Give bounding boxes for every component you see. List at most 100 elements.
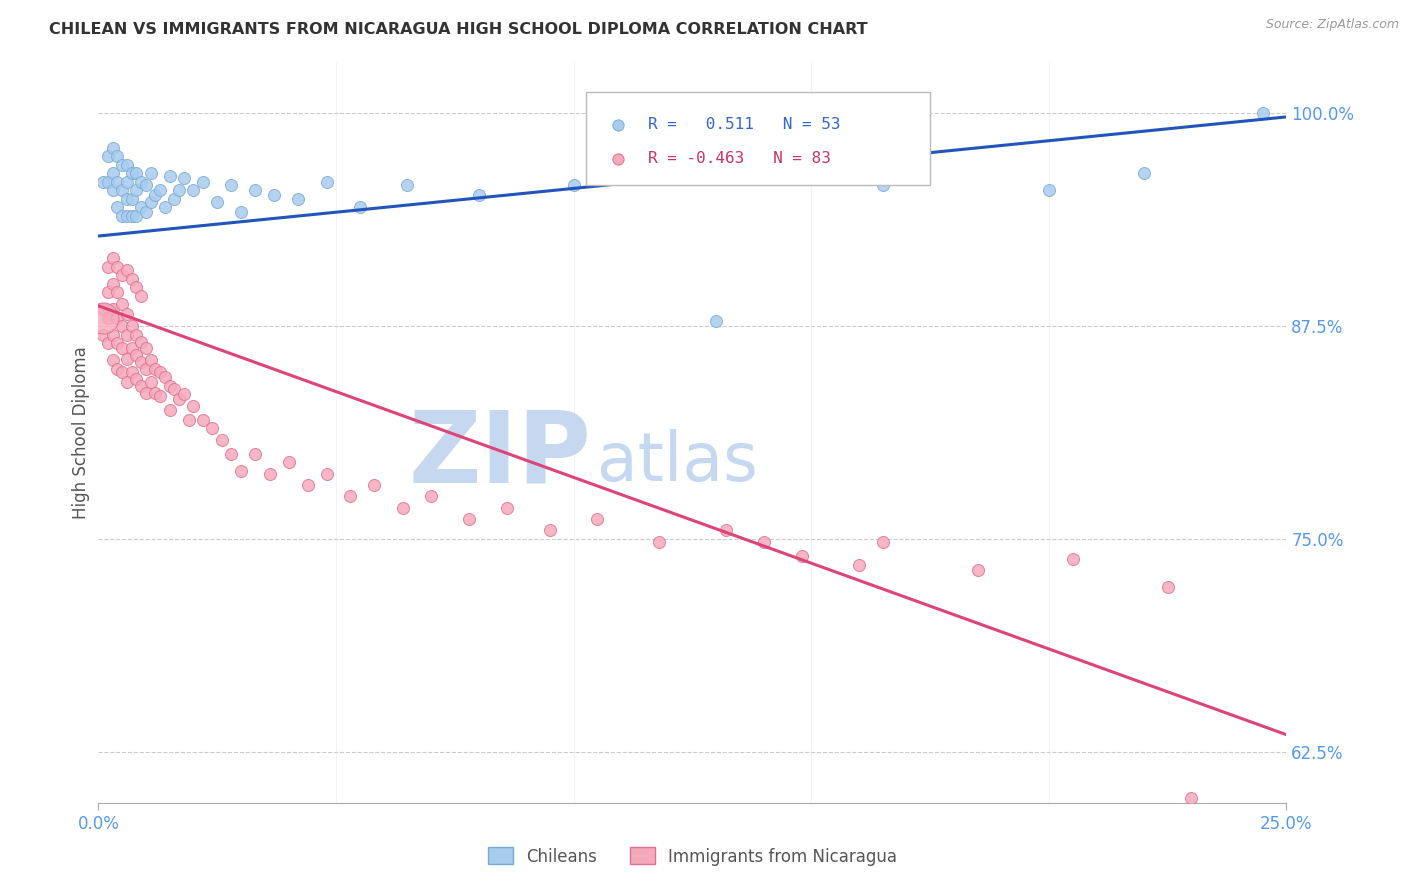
Point [396,178,419,192]
Point [159,402,181,417]
Point [115,157,138,171]
Point [101,327,124,342]
Point [135,361,157,376]
Point [121,319,143,334]
Point [135,178,157,192]
Point [97,149,120,163]
Point [121,209,143,223]
Point [129,288,152,302]
Point [91,327,114,342]
Point [115,175,138,189]
Point [790,549,813,563]
Point [125,372,148,386]
Point [97,310,120,325]
Point [714,524,737,538]
Point [349,200,371,214]
Point [245,447,267,461]
Point [107,149,129,163]
Point [562,178,585,192]
Legend: Chileans, Immigrants from Nicaragua: Chileans, Immigrants from Nicaragua [481,840,904,872]
Point [121,166,143,180]
Point [648,535,671,549]
Text: R =   0.511   N = 53: R = 0.511 N = 53 [648,117,841,132]
FancyBboxPatch shape [585,92,931,185]
Point [467,188,489,202]
Point [125,183,148,197]
Point [458,511,481,525]
Point [191,175,214,189]
Point [872,178,894,192]
Point [177,413,200,427]
Point [107,260,129,274]
Point [263,188,285,202]
Point [872,535,894,549]
Point [135,385,157,400]
Point [125,166,148,180]
Point [1251,106,1274,120]
Point [139,376,162,390]
Point [363,477,385,491]
Text: ZIP: ZIP [409,407,592,503]
Y-axis label: High School Diploma: High School Diploma [72,346,90,519]
Point [121,365,143,379]
Point [115,376,138,390]
Point [315,467,337,482]
Point [287,192,309,206]
Point [966,563,988,577]
Point [115,263,138,277]
Point [111,365,134,379]
Point [183,183,205,197]
Point [145,361,167,376]
Text: atlas: atlas [598,429,758,495]
Point [115,209,138,223]
Text: CHILEAN VS IMMIGRANTS FROM NICARAGUA HIGH SCHOOL DIPLOMA CORRELATION CHART: CHILEAN VS IMMIGRANTS FROM NICARAGUA HIG… [49,22,868,37]
Point [101,277,124,291]
Point [159,169,181,184]
Point [129,379,152,393]
Point [145,385,167,400]
Point [115,351,138,366]
Point [752,535,775,549]
Point [125,327,148,342]
Point [91,175,114,189]
Point [191,413,214,427]
Point [107,361,129,376]
Point [139,353,162,368]
Point [125,280,148,294]
Point [97,175,120,189]
Point [173,171,195,186]
Point [1133,166,1156,180]
Point [1156,580,1178,594]
Point [153,370,176,384]
Point [848,558,870,572]
Point [107,336,129,351]
Point [207,194,229,209]
Point [1062,552,1084,566]
Text: R = -0.463   N = 83: R = -0.463 N = 83 [648,151,831,166]
Point [125,209,148,223]
Point [129,334,152,349]
Point [97,336,120,351]
Point [101,183,124,197]
Point [229,205,252,219]
Point [586,511,609,525]
Point [101,302,124,317]
Point [129,175,152,189]
Point [111,297,134,311]
Point [496,501,519,516]
Point [173,387,195,401]
Point [221,178,243,192]
Point [91,310,114,325]
Point [1038,183,1060,197]
Point [245,183,267,197]
Point [391,501,413,516]
Point [97,285,120,300]
Point [297,477,319,491]
Point [115,192,138,206]
Text: Source: ZipAtlas.com: Source: ZipAtlas.com [1265,18,1399,31]
Point [111,209,134,223]
Point [129,200,152,214]
Point [339,490,361,504]
Point [111,157,134,171]
Point [221,447,243,461]
